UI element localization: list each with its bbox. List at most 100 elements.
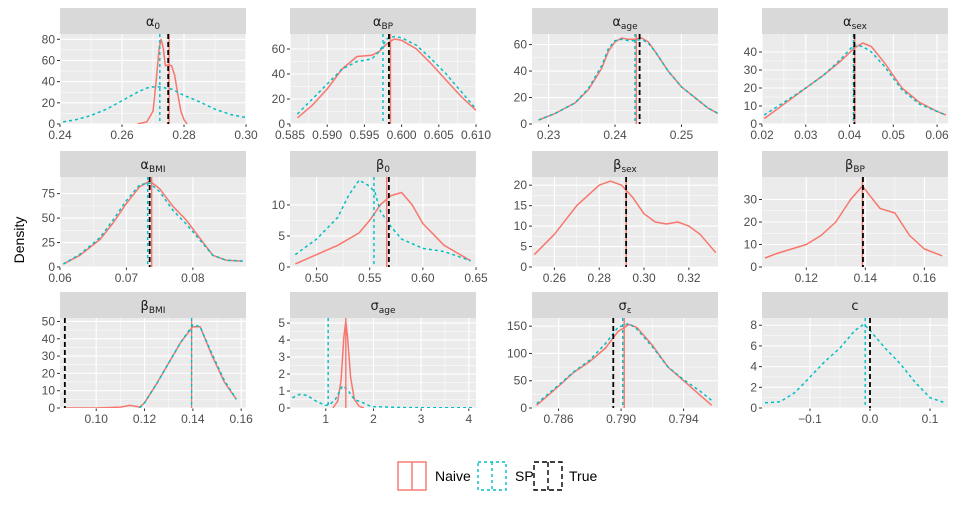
x-tick-label: 0.16 [913, 271, 937, 285]
x-tick-label: 0.08 [181, 271, 205, 285]
x-tick-label: 0.55 [358, 271, 382, 285]
panel-alphaBP: αBP 0.585 0.590 0.595 0.600 0.605 0.610 0 20 40 60 [272, 8, 491, 142]
density-line-naive [764, 185, 943, 259]
density-line-naive [533, 180, 717, 256]
y-axis-label: Density [11, 217, 27, 264]
panel-alphaAge: αage 0.23 0.24 0.25 0 20 40 60 [514, 8, 718, 142]
x-tick-label: 0.1 [922, 412, 939, 426]
x-tick-label: 0.26 [110, 128, 134, 142]
strip-sigmaAge [290, 292, 476, 318]
y-tick-label: 0 [278, 117, 285, 131]
legend-label: Naive [435, 468, 471, 484]
y-tick-label: 75 [42, 187, 56, 201]
density-line-spm [538, 38, 718, 121]
density-line-spm [62, 182, 243, 265]
panel-title: α0 [146, 15, 161, 32]
y-tick-label: 50 [42, 211, 56, 225]
y-tick-label: 60 [272, 42, 286, 56]
x-tick-label: 0.24 [48, 128, 72, 142]
panel-title: αBMI [140, 158, 165, 175]
y-tick-label: 0 [750, 260, 757, 274]
y-tick-label: 50 [42, 314, 56, 328]
density-line-spm [536, 322, 713, 405]
density-line-spm [139, 324, 237, 408]
x-tick-label: 0.595 [349, 128, 379, 142]
panel-betaBP: βBP 0.12 0.14 0.16 0 10 20 30 [744, 151, 948, 285]
panel-title: σε [618, 299, 631, 316]
y-tick-label: 30 [744, 193, 758, 207]
y-tick-label: 0 [48, 260, 55, 274]
x-tick-label: 3 [418, 412, 425, 426]
x-tick-label: 0.60 [411, 271, 435, 285]
y-tick-label: 5 [278, 229, 285, 243]
y-tick-label: 3 [278, 350, 285, 364]
panel-title: βBMI [141, 299, 166, 316]
y-tick-label: 5 [278, 316, 285, 330]
x-tick-label: 0.24 [603, 128, 627, 142]
x-tick-label: 0.585 [275, 128, 305, 142]
x-tick-label: 0.790 [606, 412, 636, 426]
y-tick-label: 20 [272, 92, 286, 106]
plot-content [62, 34, 246, 124]
y-tick-label: 2 [750, 380, 757, 394]
x-tick-label: 0.12 [795, 271, 819, 285]
y-tick-label: 30 [744, 63, 758, 77]
y-tick-label: 4 [278, 333, 285, 347]
y-tick-label: 20 [42, 366, 56, 380]
panel-alpha0: α0 0.24 0.26 0.28 0.30 0 20 40 60 80 [42, 8, 258, 142]
y-tick-label: 20 [42, 96, 56, 110]
strip-sigmaEps [532, 292, 718, 318]
density-line-spm [62, 86, 246, 123]
y-tick-label: 10 [744, 238, 758, 252]
plot-area [532, 318, 718, 408]
y-tick-label: 4 [750, 360, 757, 374]
panel-beta0: β0 0.50 0.55 0.60 0.65 0 5 10 [272, 151, 488, 285]
y-tick-label: 0 [520, 401, 527, 415]
density-line-spm [294, 179, 471, 262]
x-tick-label: 0.02 [750, 128, 774, 142]
panel-title: αBP [373, 15, 394, 32]
x-tick-label: 0.05 [882, 128, 906, 142]
x-tick-label: 0.06 [48, 271, 72, 285]
x-tick-label: 0.25 [670, 128, 694, 142]
x-tick-label: 0.12 [133, 412, 157, 426]
x-tick-label: 0.10 [85, 412, 109, 426]
plot-content [63, 318, 237, 408]
panel-title: c [851, 299, 858, 314]
y-tick-label: 0 [48, 401, 55, 415]
density-line-naive [137, 38, 188, 124]
x-tick-label: 0.28 [172, 128, 196, 142]
plot-content [292, 318, 474, 408]
plot-area [60, 177, 246, 267]
x-tick-label: 0.06 [925, 128, 949, 142]
y-tick-label: 8 [750, 318, 757, 332]
plot-content [763, 34, 947, 124]
x-tick-label: 0.23 [537, 128, 561, 142]
x-tick-label: 0.28 [588, 271, 612, 285]
legend-item-true: True [533, 461, 597, 491]
panel-sigmaAge: σage 1 2 3 4 0 1 2 3 4 5 [278, 292, 476, 426]
y-tick-label: 0 [520, 117, 527, 131]
panel-title: βBP [845, 158, 865, 175]
y-tick-label: 1 [278, 384, 285, 398]
x-tick-label: 0.14 [181, 412, 205, 426]
x-tick-label: 0.50 [305, 271, 329, 285]
y-tick-label: 0 [750, 117, 757, 131]
y-tick-label: 6 [750, 339, 757, 353]
x-tick-label: 0.16 [229, 412, 253, 426]
panel-alphaSex: αsex 0.02 0.03 0.04 0.05 0.06 0 10 20 30 40 [744, 8, 949, 142]
y-tick-label: 40 [744, 45, 758, 59]
legend-label: True [569, 468, 597, 484]
y-tick-label: 5 [520, 240, 527, 254]
density-line-spm [296, 35, 476, 115]
x-tick-label: 0.07 [115, 271, 139, 285]
density-line-spm [764, 323, 946, 404]
y-tick-label: 2 [278, 367, 285, 381]
strip-alpha0 [60, 8, 246, 34]
density-line-naive [332, 320, 365, 408]
strip-betaBMI [60, 292, 246, 318]
plot-content [764, 177, 943, 267]
strip-betaSex [532, 151, 718, 177]
panel-title: αsex [843, 15, 868, 32]
